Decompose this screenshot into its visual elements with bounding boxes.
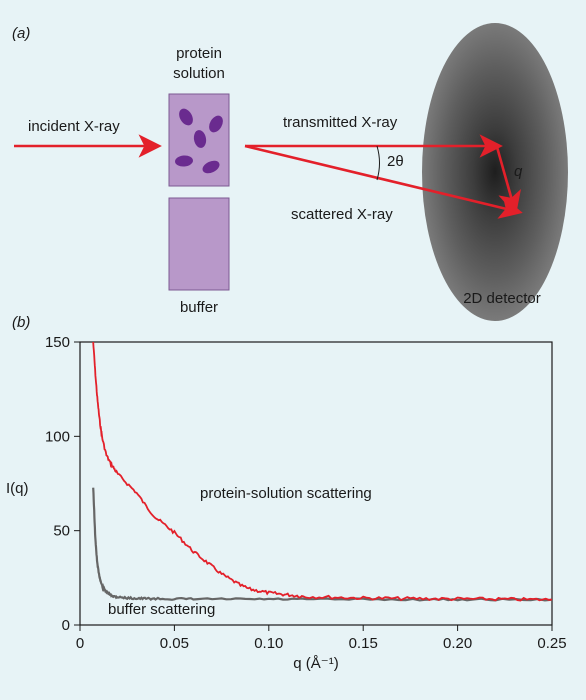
y-axis-label: I(q) [6, 480, 29, 497]
transmitted-xray-label: transmitted X-ray [283, 114, 398, 131]
x-axis-label: q (Å⁻¹) [293, 655, 338, 672]
buffer-curve-label: buffer scattering [108, 601, 215, 618]
buffer-scattering-line [92, 487, 553, 602]
protein-molecule [175, 155, 193, 167]
y-tick-label: 0 [62, 617, 70, 634]
sample-label-line2: solution [173, 65, 225, 82]
y-axis-ticks: 0 50 100 150 [45, 334, 80, 634]
y-tick-label: 50 [53, 523, 70, 540]
x-axis-ticks: 0 0.05 0.10 0.15 0.20 0.25 [76, 625, 567, 652]
x-tick-label: 0.20 [443, 635, 472, 652]
detector-label: 2D detector [463, 290, 541, 307]
y-tick-label: 150 [45, 334, 70, 351]
y-tick-label: 100 [45, 428, 70, 445]
sample-label-line1: protein [176, 45, 222, 62]
panel-a-label: (a) [12, 25, 30, 42]
2d-detector [422, 23, 568, 321]
x-tick-label: 0.15 [349, 635, 378, 652]
protein-curve-label: protein-solution scattering [200, 485, 372, 502]
protein-molecule [202, 160, 220, 174]
incident-xray-label: incident X-ray [28, 118, 120, 135]
scattered-xray-arrow [244, 144, 523, 219]
protein-molecules [175, 108, 223, 174]
panel-b-label: (b) [12, 314, 30, 331]
plot-frame [79, 341, 553, 626]
x-tick-label: 0 [76, 635, 84, 652]
x-tick-label: 0.10 [254, 635, 283, 652]
x-tick-label: 0.05 [160, 635, 189, 652]
protein-molecule [209, 115, 223, 133]
panel-a: (a) incident X-ray protein solution buff… [12, 23, 568, 321]
angle-arc [376, 145, 380, 181]
buffer-cuvette [168, 197, 230, 291]
panel-b: (b) 0 0.05 0.10 0.15 0.20 0.25 0 50 100 150 q (Å… [6, 314, 567, 672]
angle-label: 2θ [387, 153, 404, 170]
scattered-xray-label: scattered X-ray [291, 206, 393, 223]
protein-molecule [193, 130, 207, 148]
protein-solution-scattering-line [92, 341, 553, 602]
x-tick-label: 0.25 [537, 635, 566, 652]
protein-molecule [179, 108, 193, 126]
q-vector-arrow [495, 146, 521, 215]
q-vector-label: q [514, 163, 523, 180]
buffer-label: buffer [180, 299, 218, 316]
